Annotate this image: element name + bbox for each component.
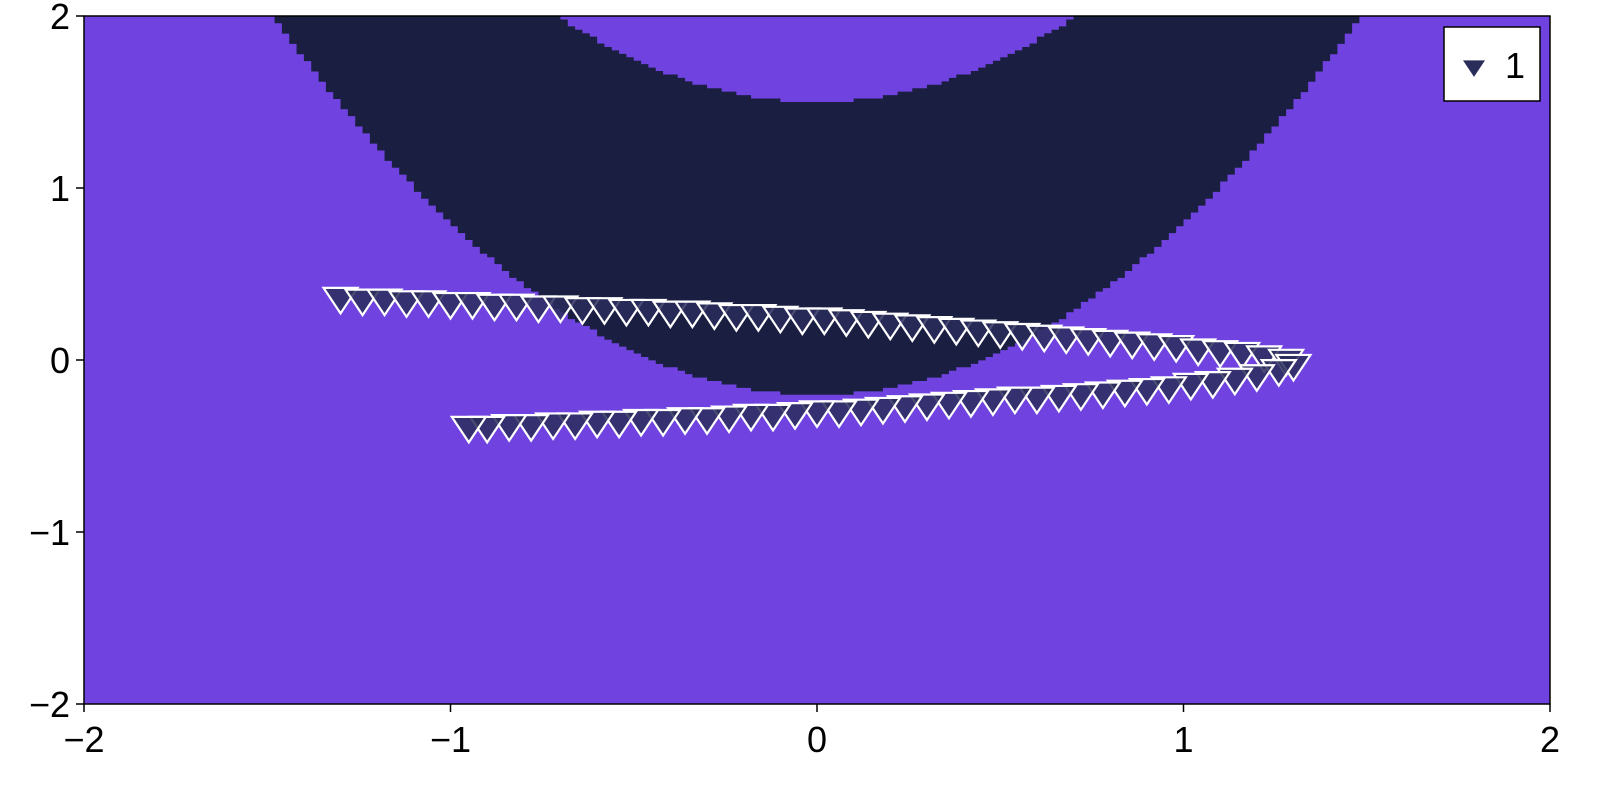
- y-tick-label: 2: [50, 0, 70, 37]
- y-tick-label: 0: [50, 340, 70, 381]
- x-axis: −2 −1 0 1 2: [63, 704, 1560, 760]
- legend-label: 1: [1505, 45, 1525, 86]
- y-tick-label: 1: [50, 168, 70, 209]
- y-tick-label: −1: [29, 512, 70, 553]
- data-point: [449, 415, 488, 445]
- x-tick-label: −1: [430, 719, 471, 760]
- x-tick-label: 1: [1173, 719, 1193, 760]
- legend-box: [1443, 26, 1541, 102]
- x-tick-label: 0: [807, 719, 827, 760]
- x-tick-label: −2: [63, 719, 104, 760]
- legend: 1: [1443, 26, 1541, 102]
- scatter-series: [321, 286, 1313, 445]
- legend-marker-triangle-down-icon: [1463, 60, 1485, 77]
- x-tick-label: 2: [1540, 719, 1560, 760]
- y-tick-label: −2: [29, 684, 70, 725]
- y-axis: −2 −1 0 1 2: [29, 0, 84, 725]
- plot-area: [84, 16, 1550, 704]
